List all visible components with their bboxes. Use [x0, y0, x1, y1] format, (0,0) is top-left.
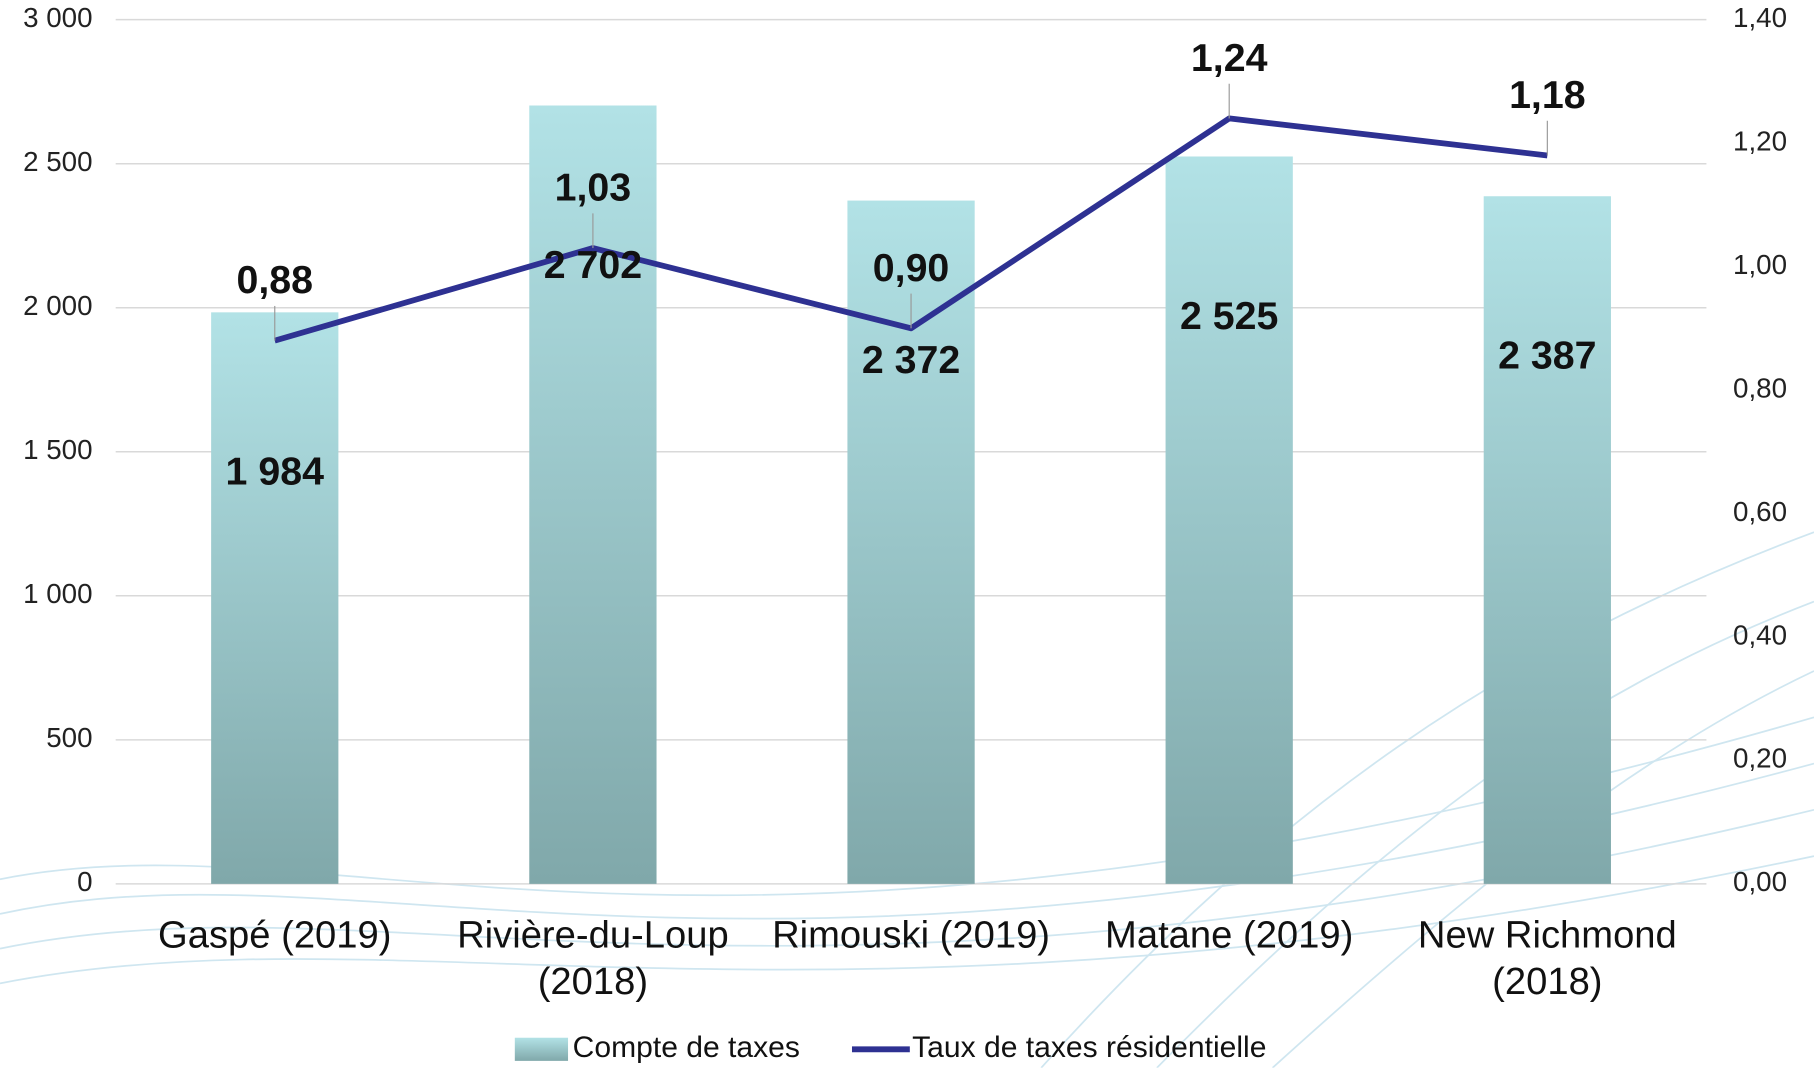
legend-label: Compte de taxes: [573, 1031, 800, 1064]
bar: [1165, 156, 1293, 884]
y2-tick-label: 0,60: [1733, 496, 1787, 527]
y-tick-label: 0: [77, 866, 92, 897]
y-tick-label: 1 000: [23, 578, 92, 609]
x-tick-label: Matane (2019): [1105, 912, 1354, 956]
legend-label: Taux de taxes résidentielle: [912, 1031, 1266, 1064]
line-value-label: 1,24: [1191, 36, 1268, 80]
line-value-label: 1,18: [1509, 73, 1586, 117]
y-tick-label: 3 000: [23, 2, 92, 33]
x-tick-label: Rivière-du-Loup (2018): [457, 912, 729, 1002]
bar-value-label: 2 525: [1180, 294, 1278, 338]
x-tick-label: New Richmond (2018): [1417, 912, 1677, 1002]
bar-value-label: 2 702: [544, 243, 642, 287]
background-waves: [0, 531, 1814, 1068]
y2-tick-label: 1,00: [1733, 249, 1787, 280]
y-tick-label: 2 500: [23, 146, 92, 177]
y2-tick-label: 1,40: [1733, 2, 1787, 33]
y-tick-label: 1 500: [23, 434, 92, 465]
bar: [211, 312, 339, 884]
y2-tick-label: 1,20: [1733, 125, 1787, 156]
x-tick-label: Gaspé (2019): [158, 912, 392, 956]
line-value-label: 1,03: [555, 166, 632, 210]
y2-tick-label: 0,20: [1733, 743, 1787, 774]
x-tick-label: Rimouski (2019): [772, 912, 1051, 956]
line-value-label: 0,88: [236, 258, 313, 302]
line-value-label: 0,90: [873, 246, 950, 290]
bar: [1483, 196, 1611, 884]
y-tick-label: 2 000: [23, 290, 92, 321]
marks: [211, 105, 1611, 884]
y2-tick-label: 0,00: [1733, 866, 1787, 897]
bar-value-label: 1 984: [226, 450, 325, 494]
y2-tick-label: 0,40: [1733, 619, 1787, 650]
line: [273, 115, 1548, 344]
y2-tick-label: 0,80: [1733, 372, 1787, 403]
bar-value-label: 2 372: [862, 338, 960, 382]
labels: 0 500 1 000 1 500 2 000 2 500 3 000 0,00 0,20 0,4…: [23, 2, 1787, 1064]
bar-value-label: 2 387: [1498, 334, 1596, 378]
y-tick-label: 500: [46, 722, 92, 753]
legend-swatch: [514, 1037, 569, 1061]
